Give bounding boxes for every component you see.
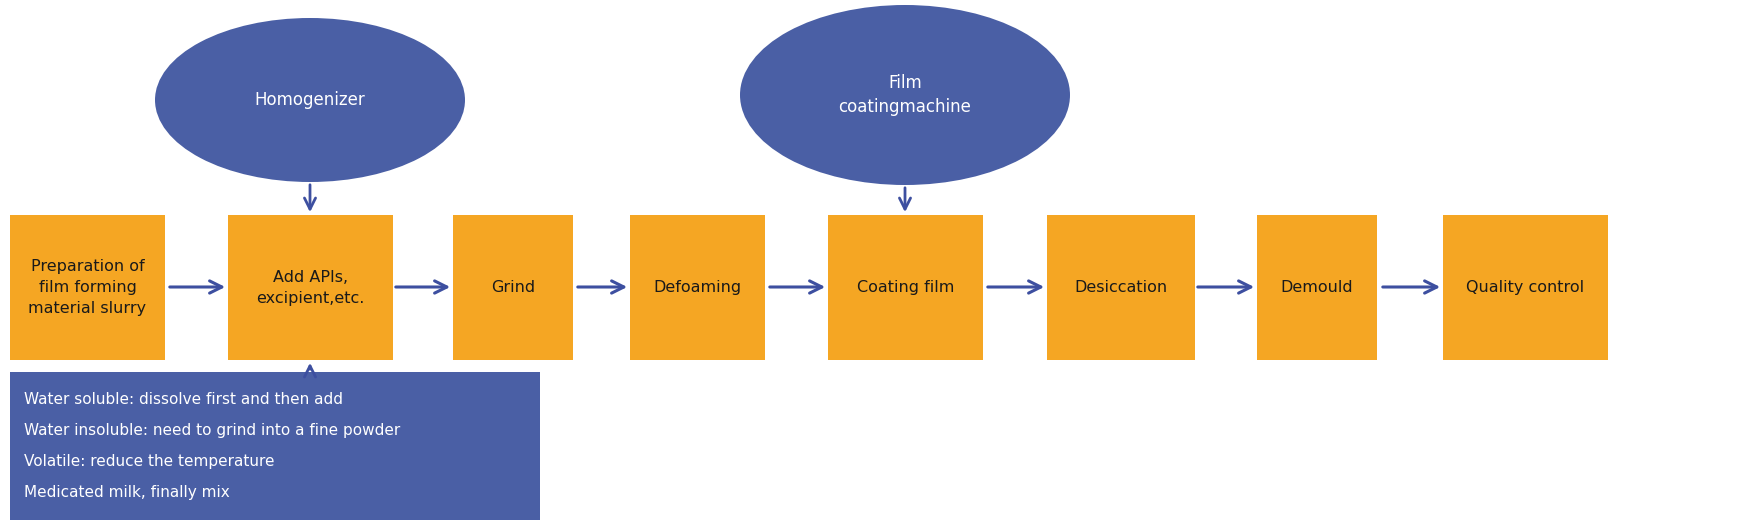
- FancyBboxPatch shape: [1443, 215, 1608, 360]
- Ellipse shape: [740, 5, 1069, 185]
- Text: Coating film: Coating film: [857, 280, 954, 295]
- Text: Demould: Demould: [1281, 280, 1353, 295]
- Text: Quality control: Quality control: [1467, 280, 1585, 295]
- FancyBboxPatch shape: [629, 215, 764, 360]
- FancyBboxPatch shape: [11, 215, 165, 360]
- Text: Water soluble: dissolve first and then add: Water soluble: dissolve first and then a…: [25, 392, 344, 407]
- Text: Homogenizer: Homogenizer: [254, 91, 365, 109]
- Text: Film
coatingmachine: Film coatingmachine: [838, 74, 971, 116]
- Text: Preparation of
film forming
material slurry: Preparation of film forming material slu…: [28, 259, 147, 316]
- Text: Defoaming: Defoaming: [654, 280, 742, 295]
- FancyBboxPatch shape: [228, 215, 393, 360]
- Text: Volatile: reduce the temperature: Volatile: reduce the temperature: [25, 453, 275, 469]
- Text: Desiccation: Desiccation: [1075, 280, 1167, 295]
- FancyBboxPatch shape: [827, 215, 983, 360]
- Ellipse shape: [154, 18, 465, 182]
- FancyBboxPatch shape: [11, 372, 540, 520]
- Text: Grind: Grind: [491, 280, 535, 295]
- FancyBboxPatch shape: [1257, 215, 1378, 360]
- Text: Water insoluble: need to grind into a fine powder: Water insoluble: need to grind into a fi…: [25, 423, 400, 438]
- FancyBboxPatch shape: [452, 215, 573, 360]
- FancyBboxPatch shape: [1047, 215, 1196, 360]
- Text: Medicated milk, finally mix: Medicated milk, finally mix: [25, 484, 230, 500]
- Text: Add APIs,
excipient,etc.: Add APIs, excipient,etc.: [256, 270, 365, 305]
